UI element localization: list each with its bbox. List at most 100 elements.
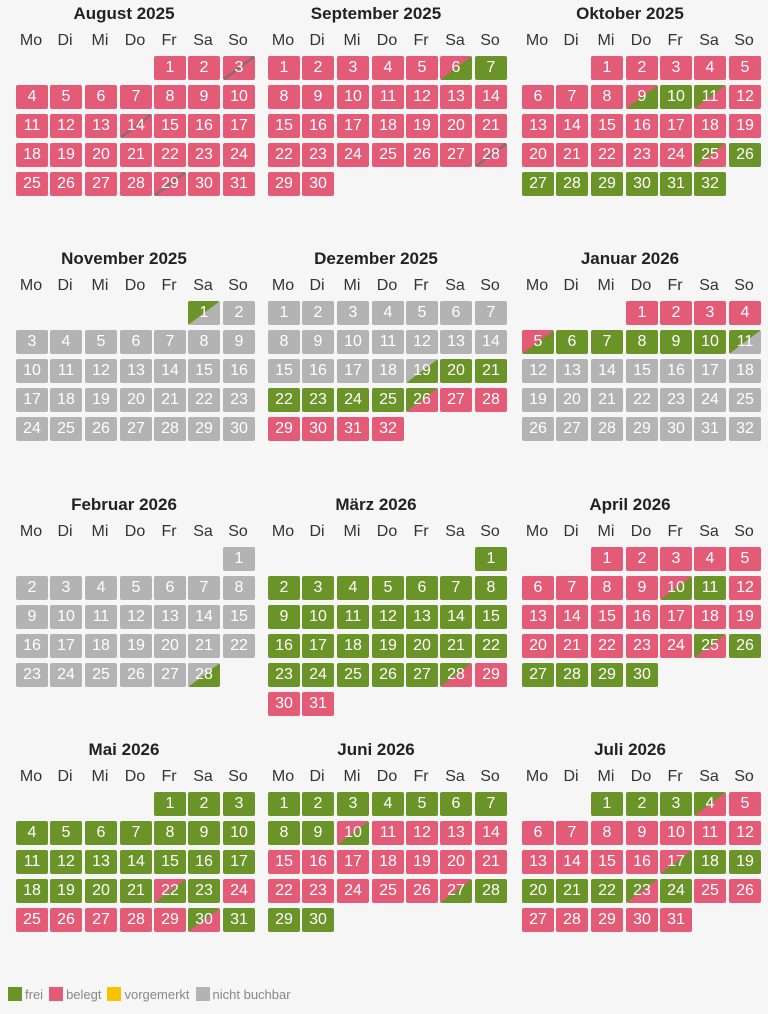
day-cell-booked[interactable]: 2 [302, 56, 334, 80]
day-cell-booked[interactable]: 14 [556, 114, 588, 138]
day-cell-not-bookable[interactable]: 22 [223, 634, 255, 658]
day-cell-not-bookable[interactable]: 30 [660, 417, 692, 441]
day-cell-free[interactable]: 14 [120, 850, 152, 874]
day-cell-free[interactable]: 23 [188, 879, 220, 903]
day-cell-booked[interactable]: 28 [120, 908, 152, 932]
day-cell-booked[interactable]: 14 [556, 850, 588, 874]
day-cell-not-bookable[interactable]: 10 [337, 330, 369, 354]
day-cell-free[interactable]: 3 [337, 792, 369, 816]
day-cell-free[interactable]: 5 [372, 576, 404, 600]
day-cell-free[interactable]: 23 [268, 663, 300, 687]
day-cell-booked[interactable]: 16 [626, 850, 658, 874]
day-cell-free[interactable]: 29 [591, 172, 623, 196]
day-cell-not-bookable[interactable]: 1 [268, 301, 300, 325]
day-cell-free[interactable]: 22 [591, 879, 623, 903]
day-cell-booked[interactable]: 5 [50, 85, 82, 109]
day-cell-free[interactable]: 27 [406, 663, 438, 687]
day-cell-free[interactable]: 28 [556, 663, 588, 687]
day-cell-free[interactable]: 15 [475, 605, 507, 629]
day-cell-booked[interactable]: 25 [372, 879, 404, 903]
day-cell-booked[interactable]: 1 [268, 56, 300, 80]
day-cell-booked-free[interactable]: 17 [660, 850, 692, 874]
day-cell-not-bookable[interactable]: 26 [85, 417, 117, 441]
day-cell-free[interactable]: 3 [223, 792, 255, 816]
day-cell-not-bookable[interactable]: 20 [154, 634, 186, 658]
day-cell-booked[interactable]: 25 [16, 172, 48, 196]
day-cell-free[interactable]: 10 [694, 330, 726, 354]
day-cell-free[interactable]: 21 [440, 634, 472, 658]
day-cell-free[interactable]: 25 [372, 388, 404, 412]
day-cell-free[interactable]: 4 [372, 792, 404, 816]
day-cell-booked-free[interactable]: 9 [626, 85, 658, 109]
day-cell-free[interactable]: 7 [475, 792, 507, 816]
day-cell-booked[interactable]: 27 [440, 143, 472, 167]
day-cell-not-bookable[interactable]: 2 [16, 576, 48, 600]
day-cell-booked[interactable]: 14 [556, 605, 588, 629]
day-cell-booked-free[interactable]: 10 [660, 576, 692, 600]
day-cell-free[interactable]: 30 [302, 908, 334, 932]
day-cell-booked[interactable]: 2 [660, 301, 692, 325]
day-cell-booked[interactable]: 4 [16, 85, 48, 109]
day-cell-free[interactable]: 2 [302, 792, 334, 816]
day-cell-not-bookable[interactable]: 6 [120, 330, 152, 354]
day-cell-not-bookable[interactable]: 8 [188, 330, 220, 354]
day-cell-not-bookable[interactable]: 24 [694, 388, 726, 412]
day-cell-booked[interactable]: 14 [475, 85, 507, 109]
day-cell-not-bookable[interactable]: 14 [475, 330, 507, 354]
day-cell-not-bookable[interactable]: 27 [154, 663, 186, 687]
day-cell-booked[interactable]: 12 [729, 85, 761, 109]
day-cell-booked[interactable]: 15 [154, 114, 186, 138]
day-cell-free[interactable]: 10 [660, 85, 692, 109]
day-cell-booked[interactable]: 2 [626, 547, 658, 571]
day-cell-not-bookable[interactable]: 7 [154, 330, 186, 354]
day-cell-booked[interactable]: 22 [268, 879, 300, 903]
day-cell-booked[interactable]: 22 [591, 634, 623, 658]
day-cell-booked[interactable]: 23 [626, 143, 658, 167]
day-cell-not-bookable[interactable]: 18 [85, 634, 117, 658]
day-cell-booked[interactable]: 29 [475, 663, 507, 687]
day-cell-not-bookable[interactable]: 26 [120, 663, 152, 687]
day-cell-not-bookable[interactable]: 3 [50, 576, 82, 600]
day-cell-booked[interactable]: 13 [440, 85, 472, 109]
day-cell-free[interactable]: 30 [626, 663, 658, 687]
day-cell-not-bookable[interactable]: 5 [120, 576, 152, 600]
day-cell-booked[interactable]: 7 [556, 821, 588, 845]
day-cell-free-booked[interactable]: 26 [406, 388, 438, 412]
day-cell-booked[interactable]: 19 [406, 114, 438, 138]
day-cell-free[interactable]: 2 [188, 792, 220, 816]
day-cell-booked[interactable]: 12 [50, 114, 82, 138]
day-cell-not-bookable[interactable]: 31 [694, 417, 726, 441]
day-cell-booked[interactable]: 30 [302, 172, 334, 196]
day-cell-booked[interactable]: 23 [302, 879, 334, 903]
day-cell-free[interactable]: 3 [660, 792, 692, 816]
day-cell-not-bookable[interactable]: 30 [223, 417, 255, 441]
day-cell-not-bookable[interactable]: 9 [302, 330, 334, 354]
day-cell-not-bookable[interactable]: 14 [188, 605, 220, 629]
day-cell-free[interactable]: 15 [154, 850, 186, 874]
day-cell-free[interactable]: 20 [522, 879, 554, 903]
day-cell-not-bookable[interactable]: 8 [268, 330, 300, 354]
day-cell-not-bookable[interactable]: 17 [16, 388, 48, 412]
day-cell-free[interactable]: 23 [302, 388, 334, 412]
day-cell-not-bookable[interactable]: 13 [556, 359, 588, 383]
day-cell-not-bookable[interactable]: 13 [154, 605, 186, 629]
day-cell-not-bookable[interactable]: 20 [120, 388, 152, 412]
day-cell-not-bookable[interactable]: 29 [188, 417, 220, 441]
day-cell-free[interactable]: 31 [223, 908, 255, 932]
day-cell-booked[interactable]: 21 [120, 143, 152, 167]
day-cell-booked[interactable]: 13 [440, 821, 472, 845]
day-cell-not-bookable[interactable]: 32 [729, 417, 761, 441]
day-cell-booked[interactable]: 18 [694, 605, 726, 629]
day-cell-free[interactable]: 29 [268, 908, 300, 932]
day-cell-booked[interactable]: 20 [440, 114, 472, 138]
day-cell-booked[interactable]: 32 [372, 417, 404, 441]
day-cell-not-bookable[interactable]: 4 [50, 330, 82, 354]
day-cell-free-booked[interactable]: 11 [694, 85, 726, 109]
day-cell-not-bookable[interactable]: 15 [626, 359, 658, 383]
day-cell-not-bookable[interactable]: 16 [660, 359, 692, 383]
day-cell-free[interactable]: 21 [120, 879, 152, 903]
day-cell-free[interactable]: 28 [475, 879, 507, 903]
day-cell-free[interactable]: 25 [337, 663, 369, 687]
day-cell-booked[interactable]: 26 [50, 908, 82, 932]
day-cell-booked[interactable]: 21 [475, 850, 507, 874]
